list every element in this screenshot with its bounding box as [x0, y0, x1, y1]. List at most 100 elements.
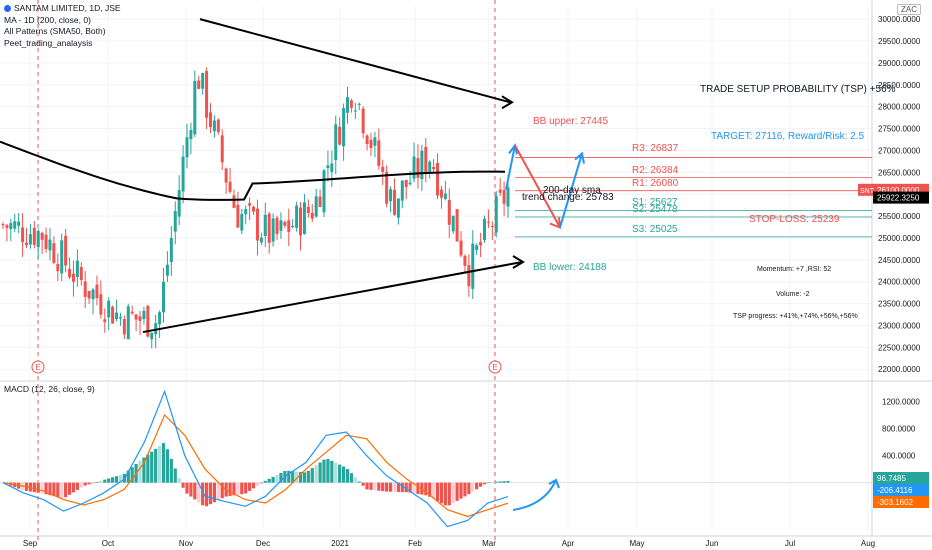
macd-badge: [873, 484, 929, 496]
macd-histogram-bar: [255, 482, 260, 486]
macd-histogram-bar: [52, 482, 56, 497]
candle-body: [494, 195, 498, 233]
patterns-indicator-label[interactable]: All Patterns (SMA50, Both): [4, 26, 106, 36]
candle-body: [357, 103, 361, 105]
time-tick-label: Jul: [785, 539, 795, 548]
macd-histogram-bar: [455, 482, 459, 501]
candle-body: [64, 235, 68, 266]
candle-body: [455, 209, 459, 242]
candle-body: [299, 207, 303, 236]
price-tick-label: 28500.0000: [878, 81, 921, 90]
macd-histogram-bar: [91, 482, 95, 484]
candle-body: [44, 234, 48, 250]
macd-histogram-bar: [240, 482, 244, 495]
ma-indicator-label[interactable]: MA - 1D (200, close, 0): [4, 14, 91, 25]
candle-body: [459, 240, 463, 256]
candle-body: [330, 163, 334, 172]
macd-histogram-bar: [369, 482, 373, 490]
macd-panel: [0, 389, 872, 528]
macd-histogram-bar: [428, 482, 432, 497]
macd-histogram-bar: [197, 482, 201, 503]
candle-body: [443, 193, 447, 200]
macd-histogram-bar: [353, 477, 357, 483]
axes[interactable]: 30000.0000 29500.0000 29000.0000 28500.0000…: [23, 15, 929, 548]
macd-histogram-bar: [28, 482, 33, 492]
macd-histogram-bar: [439, 482, 444, 504]
candle-body: [338, 126, 342, 145]
projection-up-arrow: [505, 145, 516, 191]
candle-body: [451, 215, 455, 232]
macd-histogram-bar: [334, 462, 338, 483]
price-tick-label: 22000.0000: [878, 365, 921, 374]
macd-histogram-bar: [142, 457, 146, 483]
macd-histogram-bar: [357, 481, 361, 483]
macd-histogram-bar: [83, 482, 87, 486]
macd-histogram-bar: [107, 478, 111, 483]
candle-body: [287, 220, 291, 232]
macd-histogram-bar: [314, 465, 318, 483]
macd-histogram-bar: [392, 482, 397, 492]
candle-body: [111, 306, 115, 324]
candle-body: [326, 165, 330, 169]
candle-body: [447, 200, 451, 225]
macd-histogram-bar: [306, 470, 310, 483]
candle-body: [212, 120, 216, 132]
macd-histogram-bar: [150, 451, 154, 483]
macd-histogram-bar: [295, 471, 299, 483]
macd-histogram-bar: [75, 482, 79, 490]
macd-histogram-bar: [146, 454, 150, 483]
price-tick-label: 27500.0000: [878, 125, 921, 134]
sma-200-line: [0, 140, 506, 201]
candle-body: [365, 135, 369, 145]
candle-body: [205, 71, 209, 118]
macd-histogram-bar: [404, 482, 408, 493]
macd-histogram-bar: [32, 482, 36, 493]
macd-histogram-bar: [64, 482, 68, 498]
macd-histogram-bar: [212, 482, 216, 503]
macd-histogram-bar: [232, 482, 236, 496]
candle-body: [416, 158, 420, 178]
candle-body: [146, 305, 150, 337]
candle-body: [173, 211, 177, 232]
macd-histogram-bar: [169, 458, 173, 483]
candle-body: [295, 205, 299, 228]
candle-body: [373, 137, 377, 146]
candle-body: [165, 264, 169, 276]
macd-histogram-bar: [208, 482, 213, 505]
price-badge-text: 25922.3250: [877, 194, 920, 203]
candle-body: [138, 316, 142, 321]
macd-histogram-bar: [373, 482, 377, 491]
macd-histogram-bar: [502, 481, 506, 483]
candle-body: [255, 208, 259, 241]
r3-label: R3: 26837: [632, 143, 679, 154]
candle-body: [267, 213, 271, 243]
candle-body: [385, 171, 389, 204]
candle-body: [318, 196, 322, 208]
upper-trendline: [199, 18, 511, 104]
macd-histogram-bar: [322, 459, 326, 483]
candle-body: [310, 212, 314, 219]
earnings-label: E: [35, 363, 40, 372]
price-tick-label: 22500.0000: [878, 343, 921, 352]
bb-lower-label: BB lower: 24188: [533, 262, 607, 273]
candle-body: [506, 187, 510, 207]
grid: [0, 0, 932, 537]
script-indicator-label[interactable]: Peet_trading_analaysis: [4, 37, 93, 48]
price-badge-text: 26100.0000: [877, 186, 920, 195]
candle-body: [334, 124, 338, 161]
macd-indicator-label[interactable]: MACD (12, 26, close, 9): [4, 384, 95, 394]
macd-histogram-bar: [79, 482, 83, 488]
r1-label: R1: 26080: [632, 178, 679, 189]
candle-body: [56, 263, 60, 272]
price-tick-label: 30000.0000: [878, 15, 921, 24]
macd-histogram-bar: [416, 482, 420, 494]
macd-histogram-bar: [388, 482, 393, 492]
symbol-title[interactable]: SANTAM LIMITED, 1D, JSE: [4, 3, 121, 15]
candle-body: [263, 214, 267, 237]
volume-label: Volume: -2: [776, 291, 810, 298]
trend-change-label: trend change: 25783: [522, 192, 614, 203]
candle-body: [83, 281, 87, 298]
symbol-tag-text: SNT: [860, 188, 875, 195]
